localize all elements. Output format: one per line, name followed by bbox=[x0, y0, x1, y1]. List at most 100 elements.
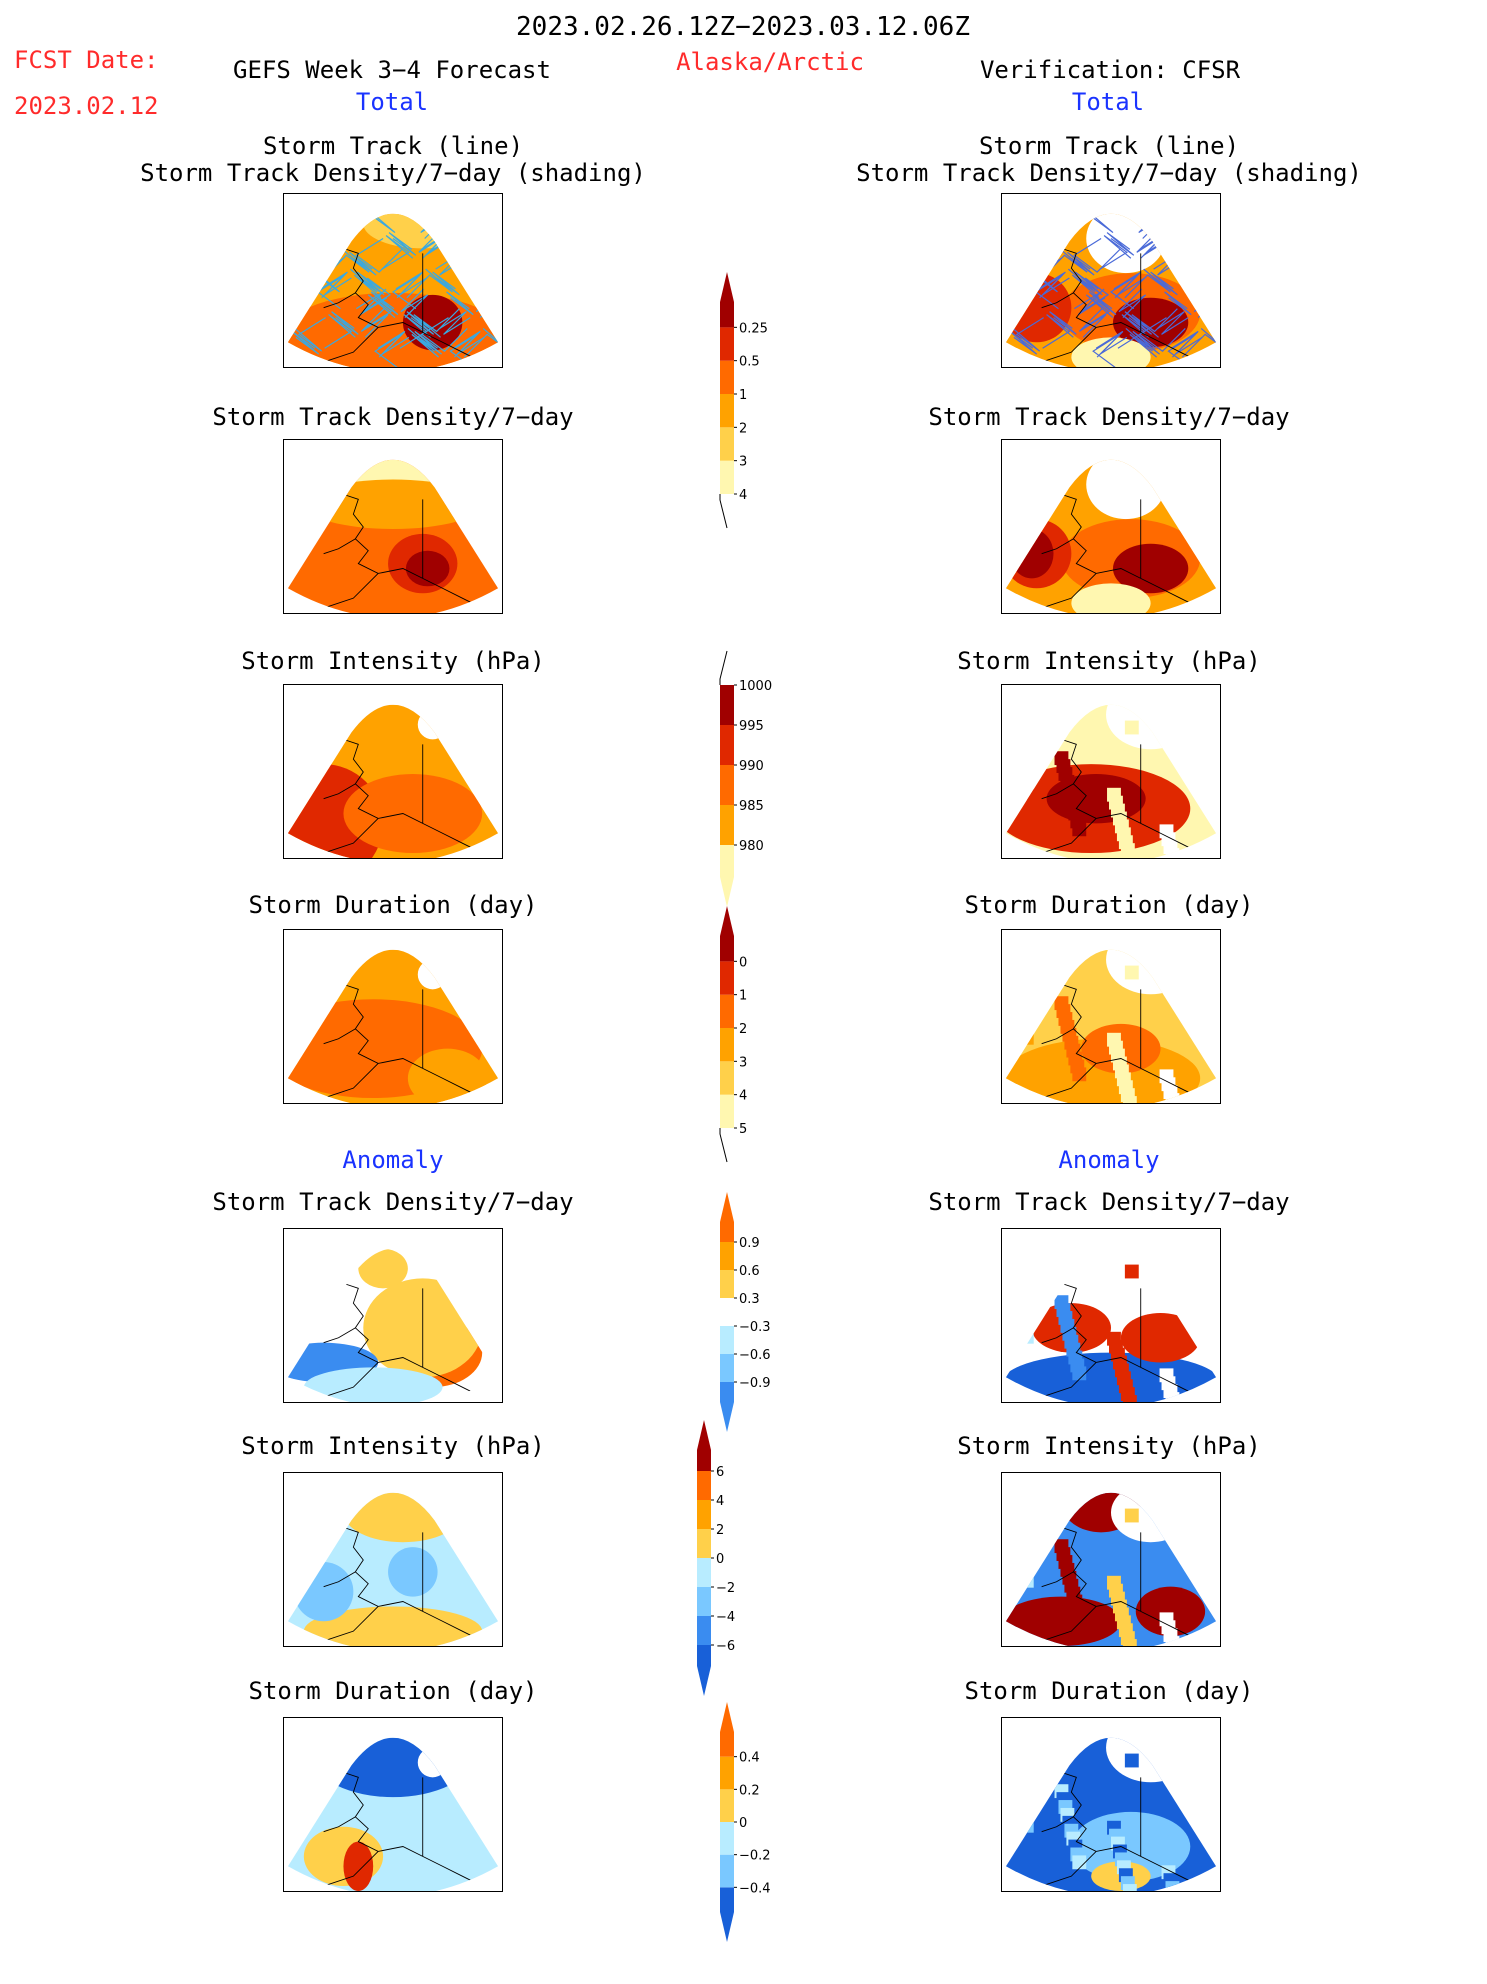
colorbar-tick-label: 3 bbox=[739, 455, 747, 470]
colorbar-density-anomaly: 0.9 0.6 0.3 −0.3 −0.6 −0.9 bbox=[720, 1178, 790, 1474]
map-shading bbox=[388, 1547, 438, 1597]
left-density-title: Storm Track Density/7−day bbox=[212, 403, 574, 431]
storm-track-line bbox=[363, 294, 396, 329]
colorbar-swatch bbox=[697, 1616, 711, 1645]
colorbar-swatch bbox=[697, 1558, 711, 1587]
storm-track-line bbox=[1157, 311, 1189, 335]
right-anom-intensity-title: Storm Intensity (hPa) bbox=[957, 1432, 1261, 1460]
colorbar-tick-label: 0.9 bbox=[739, 1236, 760, 1251]
colorbar-tick-label: 5 bbox=[739, 1122, 747, 1137]
colorbar-tick-label: 0.6 bbox=[739, 1264, 760, 1279]
map-shading bbox=[323, 459, 463, 500]
colorbar-swatch bbox=[697, 1500, 711, 1529]
map-left-anom-duration bbox=[283, 1717, 503, 1892]
map-shading-cell bbox=[1124, 1264, 1139, 1279]
coastline bbox=[1041, 1771, 1201, 1887]
map-shading-cell bbox=[1072, 1610, 1087, 1625]
region-title: Alaska/Arctic bbox=[676, 48, 864, 76]
map-shading-cell bbox=[1019, 1329, 1034, 1344]
map-shading bbox=[1071, 583, 1151, 613]
coastline bbox=[1041, 738, 1201, 854]
map-shading bbox=[1071, 337, 1151, 367]
colorbar-tick-label: 1 bbox=[739, 989, 747, 1004]
map-shading-cell bbox=[1175, 1537, 1190, 1552]
storm-track-line bbox=[350, 268, 382, 299]
coastline bbox=[323, 247, 483, 363]
storm-track-line bbox=[313, 232, 341, 256]
storm-track-line bbox=[1005, 213, 1039, 234]
right-track-title: Storm Track (line) Storm Track Density/7−… bbox=[856, 132, 1362, 187]
map-shading bbox=[358, 1248, 408, 1289]
storm-track-line bbox=[1138, 317, 1186, 352]
storm-track-line bbox=[355, 237, 403, 273]
map-shading bbox=[1009, 528, 1054, 579]
colorbar-swatch bbox=[720, 1822, 734, 1855]
map-shading-cell bbox=[1011, 1787, 1026, 1802]
storm-track-line bbox=[331, 311, 359, 335]
colorbar-swatch bbox=[697, 1420, 711, 1471]
storm-track-line bbox=[414, 330, 442, 355]
coastline bbox=[323, 738, 483, 854]
map-shading-cell bbox=[1013, 1007, 1028, 1021]
colorbar-tick-label: 990 bbox=[739, 759, 764, 774]
map-shading-cell bbox=[1171, 978, 1186, 993]
storm-track-line bbox=[1179, 213, 1211, 237]
map-shading-cell bbox=[1017, 1022, 1032, 1037]
map-right-duration bbox=[1001, 929, 1221, 1104]
colorbar-swatch bbox=[720, 906, 734, 962]
colorbar-tick-label: 3 bbox=[739, 1055, 747, 1070]
right-density-title: Storm Track Density/7−day bbox=[928, 403, 1290, 431]
map-shading-cell bbox=[1171, 1521, 1186, 1536]
map-shading-cell bbox=[1005, 1763, 1020, 1778]
fcst-date: 2023.02.12 bbox=[14, 92, 159, 120]
storm-track-line bbox=[294, 317, 326, 352]
storm-track-line bbox=[1106, 232, 1135, 256]
map-shading-cell bbox=[1124, 720, 1139, 735]
map-shading-cell bbox=[1072, 822, 1087, 837]
coastline bbox=[323, 1526, 483, 1642]
map-left-anom-intensity bbox=[283, 1472, 503, 1647]
colorbar-swatch bbox=[720, 685, 734, 725]
colorbar-swatch bbox=[720, 1298, 734, 1326]
map-shading-cell bbox=[1173, 1285, 1188, 1300]
verification-title: Verification: CFSR bbox=[979, 56, 1241, 84]
map-shading-cell bbox=[1007, 738, 1022, 753]
coastline bbox=[323, 493, 483, 609]
coastline bbox=[1041, 983, 1201, 1099]
map-shading bbox=[1086, 459, 1166, 520]
storm-track-line bbox=[1164, 291, 1192, 316]
storm-track-line bbox=[471, 251, 499, 276]
colorbar-tick-label: −6 bbox=[716, 1639, 735, 1654]
colorbar-swatch bbox=[720, 1382, 734, 1432]
colorbar-swatch bbox=[720, 427, 734, 461]
total-right-label: Total bbox=[1071, 88, 1145, 116]
storm-track-line bbox=[1124, 268, 1171, 299]
map-shading-cell bbox=[1005, 1258, 1016, 1273]
map-shading bbox=[417, 709, 448, 740]
left-duration-title: Storm Duration (day) bbox=[248, 891, 538, 919]
colorbar-intensity-anomaly: 6 4 2 0 −2 −4 −6 bbox=[697, 1402, 767, 1738]
storm-track-line bbox=[1073, 237, 1121, 273]
map-shading-cell bbox=[1124, 1508, 1139, 1523]
storm-track-line bbox=[1016, 232, 1048, 256]
colorbar-swatch bbox=[720, 845, 734, 907]
map-shading bbox=[363, 213, 483, 249]
map-shading-cell bbox=[1165, 1881, 1180, 1891]
map-shading-cell bbox=[1009, 1290, 1024, 1305]
map-shading-cell bbox=[1019, 785, 1034, 800]
map-shading bbox=[303, 1367, 443, 1402]
colorbar-svg: 0.4 0.2 0 −0.2 −0.4 bbox=[720, 1702, 771, 1942]
colorbar-swatch bbox=[720, 1354, 734, 1382]
map-shading bbox=[417, 959, 448, 990]
period-title: 2023.02.26.12Z−2023.03.12.06Z bbox=[516, 12, 970, 42]
storm-track-line bbox=[1175, 213, 1204, 239]
colorbar-tick-label: 0.5 bbox=[739, 355, 760, 370]
map-shading-cell bbox=[1005, 1755, 1018, 1770]
map-shading-cell bbox=[1011, 1298, 1026, 1313]
map-shading-cell bbox=[1013, 762, 1028, 776]
storm-track-line bbox=[1189, 251, 1217, 276]
colorbar-tick-label: −0.4 bbox=[739, 1881, 771, 1896]
storm-track-line bbox=[1118, 288, 1147, 318]
map-shading bbox=[1112, 297, 1189, 348]
map-shading-cell bbox=[1167, 1261, 1182, 1276]
